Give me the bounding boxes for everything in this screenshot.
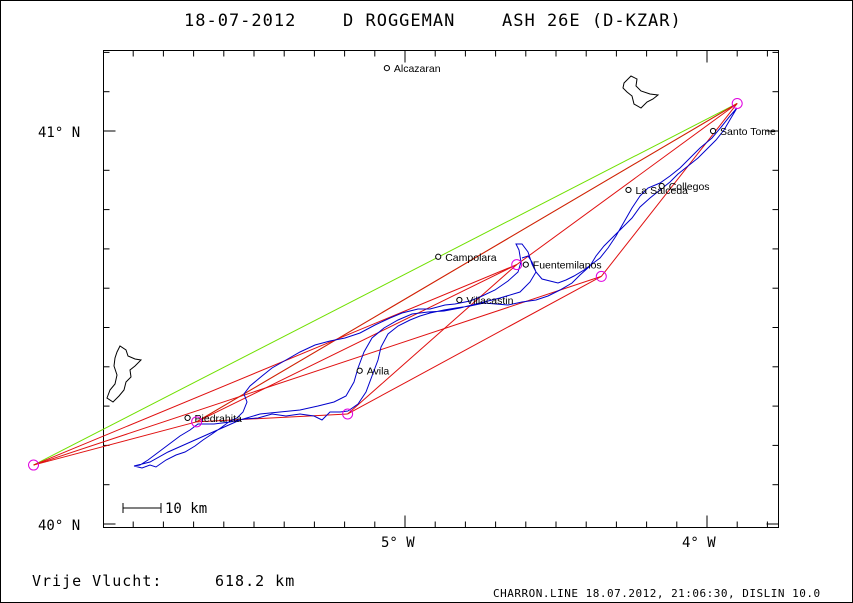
town-label: Villacastin bbox=[466, 295, 513, 307]
turnpoint-marker bbox=[731, 97, 743, 109]
town-label: Piedrahita bbox=[195, 413, 242, 425]
task-line bbox=[347, 275, 602, 415]
town-marker bbox=[356, 367, 363, 374]
scale-bar bbox=[122, 503, 162, 513]
lon-label-5w: 5° W bbox=[381, 535, 415, 551]
turnpoint-marker bbox=[28, 459, 40, 471]
turnpoint-marker bbox=[191, 416, 203, 428]
lat-label-41: 41° N bbox=[38, 125, 80, 141]
distance-label: Vrije Vlucht: bbox=[32, 572, 162, 590]
lake-outline-w bbox=[106, 345, 143, 403]
town-marker bbox=[522, 261, 529, 268]
turnpoint-marker bbox=[511, 259, 523, 271]
town-marker bbox=[435, 253, 442, 260]
turnpoint-marker bbox=[342, 408, 354, 420]
task-line bbox=[33, 264, 517, 466]
footer-info: CHARRON.LINE 18.07.2012, 21:06:30, DISLI… bbox=[493, 587, 821, 600]
title-glider: ASH 26E (D-KZAR) bbox=[502, 11, 682, 31]
lake-outline-ne bbox=[622, 75, 660, 109]
town-label: Campolara bbox=[445, 252, 497, 264]
task-line bbox=[347, 264, 518, 415]
lon-label-4w: 4° W bbox=[682, 535, 716, 551]
town-marker bbox=[383, 65, 390, 72]
town-label: Collegos bbox=[669, 181, 710, 193]
town-label: Avila bbox=[367, 366, 390, 378]
task-line bbox=[33, 421, 197, 466]
lat-label-40: 40° N bbox=[38, 518, 80, 534]
task-line bbox=[33, 275, 602, 466]
plot-frame bbox=[103, 50, 779, 528]
town-label: La Salceda bbox=[635, 185, 688, 197]
turnpoint-marker bbox=[595, 270, 607, 282]
task-line bbox=[196, 264, 517, 423]
town-label: Alcazaran bbox=[394, 63, 441, 75]
title-date: 18-07-2012 bbox=[184, 11, 296, 31]
town-marker bbox=[625, 186, 632, 194]
turnpoints-layer bbox=[28, 97, 743, 471]
task-line bbox=[516, 103, 738, 266]
free-flight-lines bbox=[33, 103, 738, 466]
task-line bbox=[196, 413, 348, 423]
town-label: Santo Tome bbox=[720, 126, 776, 138]
scale-bar-label: 10 km bbox=[165, 501, 207, 517]
free-line bbox=[33, 103, 738, 466]
distance-value: 618.2 km bbox=[215, 572, 295, 590]
town-marker bbox=[658, 182, 665, 190]
town-marker bbox=[709, 127, 717, 135]
axis-ticks bbox=[103, 50, 779, 528]
town-marker bbox=[456, 296, 463, 304]
town-marker bbox=[184, 414, 191, 421]
town-label: Fuentemilanos bbox=[533, 260, 602, 272]
gps-track bbox=[133, 107, 738, 469]
title-pilot: D ROGGEMAN bbox=[343, 11, 455, 31]
task-lines bbox=[33, 103, 738, 466]
task-line bbox=[196, 103, 738, 423]
